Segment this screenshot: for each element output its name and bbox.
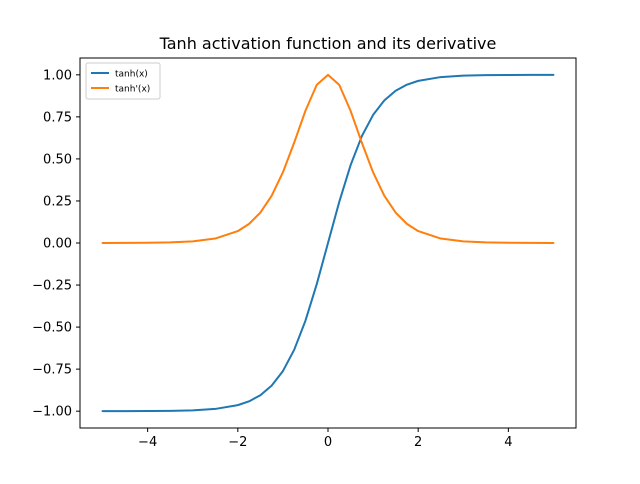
legend-label-0: tanh(x) xyxy=(115,70,148,80)
y-tick-label-2: −0.50 xyxy=(32,321,72,336)
y-tick-label-4: 0.00 xyxy=(43,237,72,252)
series-line-0 xyxy=(101,73,555,413)
plot-area: −4 −2 0 2 4 −1.00 −0.75 −0.50 −0.25 0.00 0.25 0.50 0… xyxy=(32,57,577,450)
x-tick-label-3: 2 xyxy=(414,435,422,450)
legend: tanh(x) tanh'(x) xyxy=(85,62,161,100)
x-tick-label-4: 4 xyxy=(504,435,512,450)
y-tick-label-1: −0.75 xyxy=(32,363,72,378)
chart-title: Tanh activation function and its derivat… xyxy=(159,34,497,53)
x-tick-label-1: −2 xyxy=(228,435,247,450)
y-tick-label-8: 1.00 xyxy=(43,68,72,83)
x-tick-label-2: 0 xyxy=(324,435,332,450)
x-tick-label-0: −4 xyxy=(138,435,157,450)
legend-label-1: tanh'(x) xyxy=(115,85,150,95)
y-tick-label-7: 0.75 xyxy=(43,110,72,125)
y-tick-label-0: −1.00 xyxy=(32,405,72,420)
series-line-1 xyxy=(101,73,555,244)
y-tick-label-3: −0.25 xyxy=(32,279,72,294)
y-tick-label-5: 0.25 xyxy=(43,194,72,209)
y-tick-label-6: 0.50 xyxy=(43,152,72,167)
